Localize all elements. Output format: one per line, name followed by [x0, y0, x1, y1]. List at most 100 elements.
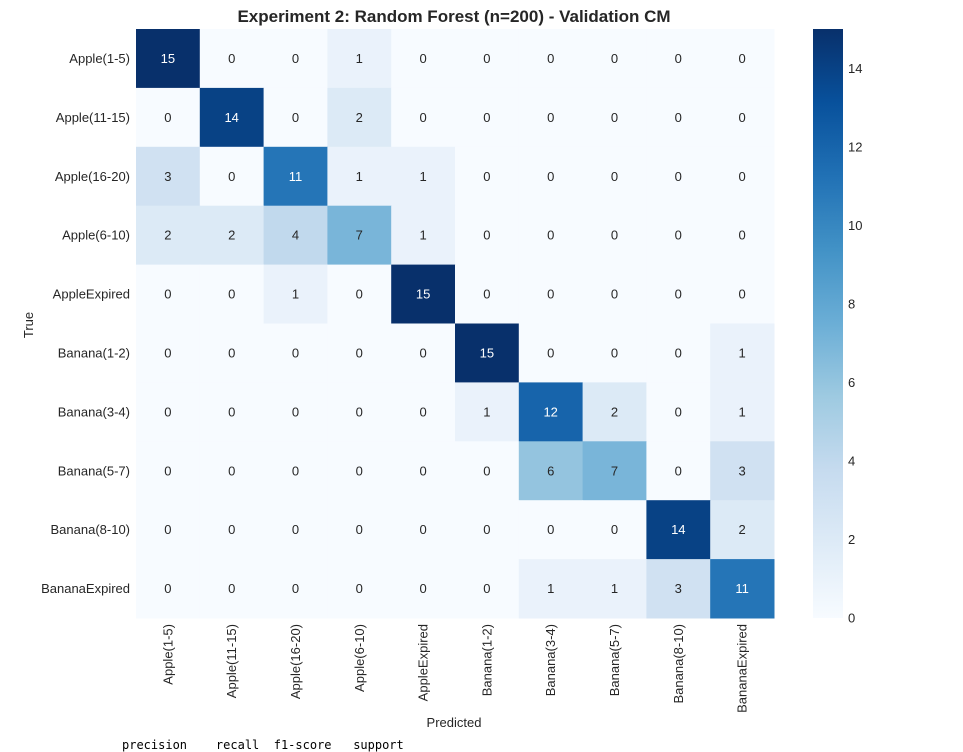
heatmap-cell — [136, 382, 201, 442]
heatmap-cell — [263, 441, 328, 501]
colorbar-tick-label: 12 — [848, 139, 862, 154]
x-axis-label: Predicted — [427, 715, 482, 730]
cell-value-label: 0 — [483, 463, 490, 478]
heatmap-cell — [646, 87, 711, 148]
heatmap-cell — [327, 441, 392, 501]
cell-value-label: 0 — [675, 110, 682, 125]
cell-value-label: 0 — [547, 110, 554, 125]
cell-value-label: 0 — [419, 463, 426, 478]
y-tick-label: Apple(6-10) — [62, 228, 130, 243]
heatmap-cell — [582, 500, 647, 560]
cell-value-label: 0 — [292, 345, 299, 360]
heatmap-cell — [327, 500, 392, 560]
cell-value-label: 0 — [419, 51, 426, 66]
cell-value-label: 0 — [483, 228, 490, 243]
x-tick-label: Banana(5-7) — [607, 624, 622, 696]
y-tick-label: Apple(16-20) — [55, 169, 130, 184]
cell-value-label: 0 — [292, 110, 299, 125]
x-tick-label: Apple(6-10) — [352, 624, 367, 692]
heatmap-cell — [455, 264, 520, 324]
cell-value-label: 0 — [611, 110, 618, 125]
heatmap-cell — [646, 441, 711, 501]
heatmap-cell — [710, 382, 775, 442]
cell-value-label: 0 — [611, 228, 618, 243]
cell-value-label: 0 — [483, 110, 490, 125]
heatmap-cell — [199, 29, 265, 89]
cell-value-label: 2 — [611, 404, 618, 419]
cell-value-label: 1 — [738, 345, 745, 360]
heatmap-cell — [263, 559, 328, 619]
y-tick-label: Banana(8-10) — [51, 522, 131, 537]
cell-value-label: 0 — [483, 169, 490, 184]
heatmap-cell — [199, 146, 265, 207]
heatmap-cell — [646, 323, 711, 383]
cell-value-label: 15 — [161, 51, 175, 66]
cell-value-label: 2 — [738, 522, 745, 537]
heatmap-cell — [136, 323, 201, 383]
heatmap-cell — [327, 87, 392, 148]
cell-value-label: 2 — [164, 228, 171, 243]
cell-value-label: 0 — [675, 51, 682, 66]
cell-value-label: 0 — [164, 404, 171, 419]
cell-value-label: 0 — [611, 522, 618, 537]
cell-value-label: 0 — [356, 522, 363, 537]
colorbar-tick-label: 8 — [848, 296, 855, 311]
heatmap-cell — [518, 87, 584, 148]
x-tick-label: BananaExpired — [735, 624, 750, 713]
heatmap-cell — [455, 441, 520, 501]
colorbar-tick-label: 14 — [848, 61, 862, 76]
cell-value-label: 0 — [228, 287, 235, 302]
cell-value-label: 7 — [356, 228, 363, 243]
colorbar-tick-label: 0 — [848, 611, 855, 626]
cell-value-label: 0 — [675, 463, 682, 478]
heatmap-cell — [582, 264, 647, 324]
heatmap-cell — [199, 264, 265, 324]
heatmap-cell — [327, 205, 392, 266]
colorbar-tick-label: 10 — [848, 218, 862, 233]
heatmap-cell — [710, 146, 775, 207]
cell-value-label: 1 — [356, 169, 363, 184]
cell-value-label: 0 — [738, 169, 745, 184]
cell-value-label: 0 — [419, 404, 426, 419]
heatmap-cell — [518, 264, 584, 324]
heatmap-cell — [646, 205, 711, 266]
cell-value-label: 0 — [547, 51, 554, 66]
heatmap-cell — [263, 323, 328, 383]
cell-value-label: 3 — [164, 169, 171, 184]
heatmap-cell — [646, 264, 711, 324]
heatmap-cell — [518, 146, 584, 207]
x-tick-label: Apple(16-20) — [288, 624, 303, 699]
cell-value-label: 0 — [228, 169, 235, 184]
heatmap-cell — [391, 146, 456, 207]
x-tick-label: Banana(3-4) — [543, 624, 558, 696]
heatmap-cell — [136, 87, 201, 148]
colorbar-tick-label: 6 — [848, 375, 855, 390]
cell-value-label: 0 — [356, 345, 363, 360]
y-tick-label: AppleExpired — [53, 287, 130, 302]
classification-report-header: precision recall f1-score support — [122, 738, 404, 752]
cell-value-label: 14 — [671, 522, 685, 537]
heatmap-cell — [518, 500, 584, 560]
heatmap-cell — [327, 264, 392, 324]
heatmap-cell — [710, 500, 775, 560]
heatmap-cell — [710, 29, 775, 89]
heatmap-cell — [391, 559, 456, 619]
heatmap-cell — [391, 500, 456, 560]
y-tick-labels: Apple(1-5) Apple(11-15) Apple(16-20) Apple(… — [41, 51, 130, 596]
cell-value-label: 0 — [419, 110, 426, 125]
cell-value-label: 2 — [356, 110, 363, 125]
cell-value-label: 0 — [356, 287, 363, 302]
heatmap-cell — [455, 323, 520, 383]
y-tick-label: Banana(3-4) — [58, 404, 130, 419]
cell-value-label: 0 — [611, 345, 618, 360]
cell-value-label: 14 — [224, 110, 238, 125]
heatmap-cell — [391, 382, 456, 442]
cell-value-label: 11 — [289, 169, 303, 184]
heatmap-cell — [518, 29, 584, 89]
heatmap-cell — [136, 146, 201, 207]
heatmap-cell — [455, 500, 520, 560]
heatmap-cell — [710, 264, 775, 324]
heatmap-cell — [327, 29, 392, 89]
y-axis-label: True — [21, 312, 36, 338]
